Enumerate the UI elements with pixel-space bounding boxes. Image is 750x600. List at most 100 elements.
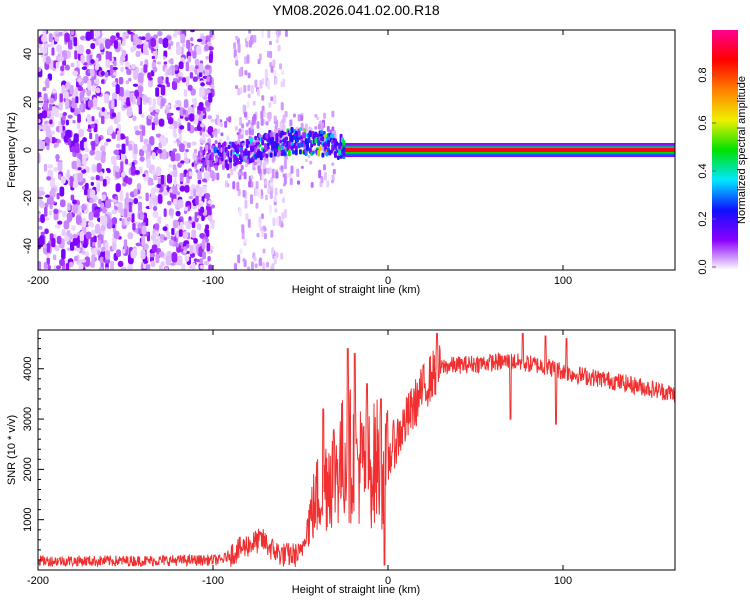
spectrogram-cell [75, 96, 79, 104]
spectrogram-cell [244, 70, 248, 76]
spectrogram-cell [329, 150, 333, 154]
spectrogram-cell [176, 183, 182, 187]
spectrogram-cell [175, 210, 181, 217]
spectrogram-cell [317, 149, 321, 157]
spectrogram-cell [127, 264, 132, 270]
spectrogram-cell [57, 161, 63, 172]
spectrogram-cell [53, 208, 59, 215]
spectrogram-cell [108, 51, 112, 62]
spectrogram-cell [181, 77, 187, 83]
spectrogram-cell [274, 77, 278, 85]
spectrogram-cell [102, 206, 107, 214]
spectrogram-cell [126, 217, 131, 222]
spectrogram-cell [183, 99, 189, 109]
spectrogram-cell [317, 140, 321, 147]
spectrogram-cell [132, 83, 139, 87]
spectrogram-cell [290, 165, 294, 174]
y-tick-label: 4000 [22, 356, 34, 380]
spectrogram-cell [49, 130, 55, 136]
spectrogram-cell [110, 155, 117, 165]
spectrogram-cell [262, 248, 266, 254]
spectrogram-cell [134, 169, 140, 175]
spectrogram-cell [59, 258, 65, 267]
spectrogram-cell [65, 263, 70, 270]
spectrogram-cell [246, 35, 250, 42]
spectrogram-cell [311, 150, 315, 155]
spectrogram-cell [208, 149, 211, 154]
spectrogram-cell [80, 259, 87, 263]
spectrogram-cell [79, 104, 83, 111]
spectrogram-cell [293, 113, 297, 118]
spectrogram-cell [73, 133, 79, 144]
spectrogram-cell [104, 93, 110, 104]
spectrogram-cell [158, 251, 165, 258]
spectrogram-cell [54, 224, 60, 228]
spectrogram-cell [106, 168, 111, 174]
spectrogram-cell [92, 38, 97, 42]
spectrogram-cell [118, 86, 124, 98]
spectrogram-cell [99, 43, 104, 50]
spectrogram-cell [129, 93, 134, 103]
spectrogram-cell [205, 144, 209, 152]
spectrogram-cell [43, 163, 48, 172]
spectrogram-cell [124, 208, 128, 218]
spectrogram-cell [206, 242, 211, 252]
spectrogram-cell [219, 122, 223, 128]
spectrogram-cell [92, 85, 96, 92]
spectrogram-cell [208, 53, 213, 64]
spectrogram-cell [57, 220, 63, 225]
spectrogram-cell [161, 139, 167, 147]
spectrogram-cell [72, 180, 79, 189]
spectrogram-cell [224, 180, 228, 188]
spectrogram-cell [57, 174, 62, 180]
spectrogram-cell [95, 223, 101, 235]
spectrogram-cell [275, 171, 279, 179]
spectrogram-cell [38, 186, 45, 192]
spectrogram-cell [271, 263, 275, 270]
spectrogram-cell [50, 187, 56, 198]
spectrogram-cell [55, 265, 62, 270]
spectrogram-cell [77, 167, 82, 171]
spectrogram-cell [157, 216, 162, 225]
spectrogram-cell [265, 153, 269, 159]
spectrogram-cell [177, 255, 183, 266]
spectrogram-cell [238, 208, 242, 217]
spectrogram-cell [198, 101, 204, 112]
spectrogram-cell [208, 92, 213, 103]
spectrogram-cell [208, 165, 211, 172]
spectrogram-cell [111, 132, 116, 140]
spectrogram-cell [269, 132, 273, 138]
spectrogram-cell [203, 185, 207, 194]
spectrogram-cell [77, 172, 83, 183]
spectrogram-cell [314, 113, 318, 118]
spectrogram-cell [86, 116, 92, 124]
spectrogram-cell [100, 51, 105, 55]
spectrogram-cell [43, 93, 48, 102]
spectrogram-cell [253, 34, 257, 43]
spectrogram-cell [84, 251, 90, 257]
spectrogram-cell [342, 146, 346, 152]
spectrogram-cell [65, 98, 70, 110]
spectrogram-cell [77, 44, 84, 55]
spectrogram-cell [204, 64, 211, 70]
spectrogram-cell [117, 130, 121, 141]
spectrogram-cell [89, 132, 93, 140]
spectrogram-cell [237, 43, 241, 53]
spectrogram-cell [128, 112, 134, 116]
spectrogram-cell [290, 126, 294, 134]
spectrogram-cell [59, 186, 65, 197]
spectrogram-cell [63, 91, 69, 99]
spectrogram-cell [250, 261, 254, 270]
spectrogram-cell [41, 35, 48, 43]
spectrogram-cell [323, 172, 327, 181]
spectrogram-cell [265, 121, 269, 126]
spectrogram-cell [137, 72, 144, 84]
spectrogram-cell [267, 80, 271, 90]
spectrogram-cell [38, 67, 42, 72]
spectrogram-cell [235, 60, 239, 67]
spectrogram-cell [60, 65, 65, 72]
spectrogram-cell [321, 152, 325, 158]
colorbar-tick-label: 0.6 [697, 115, 709, 130]
spectrogram-cell [89, 189, 96, 199]
spectrogram-cell [262, 262, 266, 270]
